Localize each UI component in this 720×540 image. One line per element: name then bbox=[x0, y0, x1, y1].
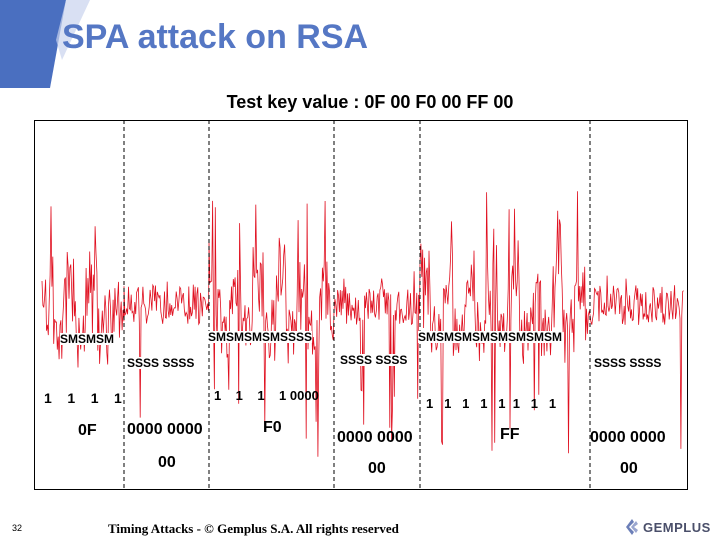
bits-label-segment-1: 1 1 1 1 bbox=[44, 390, 122, 406]
hex-label-segment-1: 0F bbox=[78, 422, 97, 439]
ops-label-segment-6: SSSS SSSS bbox=[594, 356, 662, 370]
ops-label-segment-3: SMSMSMSMSSSS bbox=[208, 330, 313, 344]
ops-label-segment-2: SSSS SSSS bbox=[127, 356, 195, 370]
gemplus-logo-icon bbox=[626, 519, 638, 535]
page-number: 32 bbox=[12, 523, 23, 533]
bits-label-segment-3: 1 1 1 1 0000 bbox=[214, 388, 319, 403]
hex-label-segment-3: F0 bbox=[263, 419, 282, 436]
footer-copyright: Timing Attacks - © Gemplus S.A. All righ… bbox=[108, 521, 399, 536]
logo-wordmark: GEMPLUS bbox=[643, 519, 711, 535]
hex-label-segment-5: FF bbox=[500, 426, 520, 443]
power-trace-line bbox=[41, 191, 684, 457]
gemplus-logo: GEMPLUS bbox=[624, 516, 711, 538]
ops-label-segment-5: SMSMSMSMSMSMSMSM bbox=[418, 330, 562, 344]
chart-subtitle: Test key value : 0F 00 F0 00 FF 00 bbox=[226, 92, 514, 112]
slide-title: SPA attack on RSA bbox=[62, 18, 369, 56]
bits-label-segment-4: 0000 0000 bbox=[337, 429, 413, 446]
trace-plot-frame bbox=[34, 120, 688, 490]
ops-label-segment-1: SMSMSM bbox=[60, 332, 114, 346]
hex-label-segment-2: 00 bbox=[158, 454, 176, 471]
ops-label-segment-4: SSSS SSSS bbox=[340, 353, 408, 367]
hex-label-segment-4: 00 bbox=[368, 460, 386, 477]
bits-label-segment-2: 0000 0000 bbox=[127, 421, 203, 438]
bits-label-segment-6: 0000 0000 bbox=[590, 429, 666, 446]
bits-label-segment-5: 1 1 1 1 1 1 1 1 bbox=[426, 396, 557, 411]
hex-label-segment-6: 00 bbox=[620, 460, 638, 477]
corner-decoration bbox=[0, 0, 90, 88]
